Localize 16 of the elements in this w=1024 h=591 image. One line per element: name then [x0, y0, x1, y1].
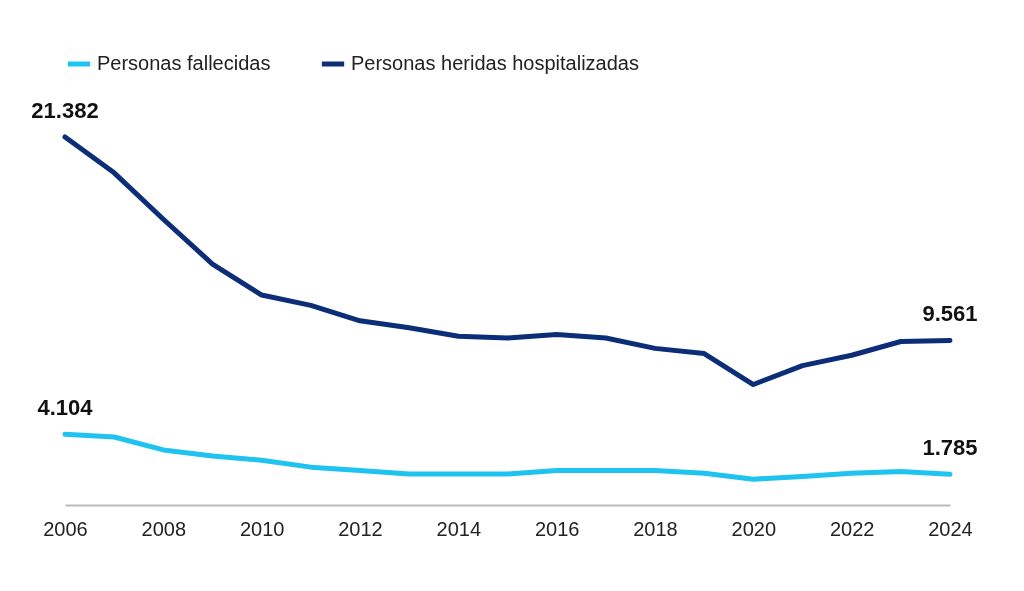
legend-label: Personas fallecidas: [97, 52, 271, 74]
x-tick-label: 2018: [633, 517, 678, 540]
data-label: 9.561: [922, 301, 978, 327]
x-tick-label: 2008: [141, 517, 187, 540]
data-label: 4.104: [37, 395, 94, 421]
x-tick-label: 2006: [43, 517, 88, 540]
data-label: 1.785: [922, 435, 978, 461]
legend-label: Personas heridas hospitalizadas: [351, 52, 639, 74]
x-tick-label: 2016: [534, 517, 580, 540]
x-tick-label: 2012: [338, 517, 383, 540]
x-tick-label: 2020: [731, 517, 777, 540]
x-tick-label: 2024: [928, 517, 973, 540]
x-tick-label: 2022: [829, 517, 875, 540]
x-tick-label: 2010: [239, 517, 285, 540]
data-label: 21.382: [31, 98, 99, 123]
x-tick-label: 2014: [436, 517, 482, 540]
